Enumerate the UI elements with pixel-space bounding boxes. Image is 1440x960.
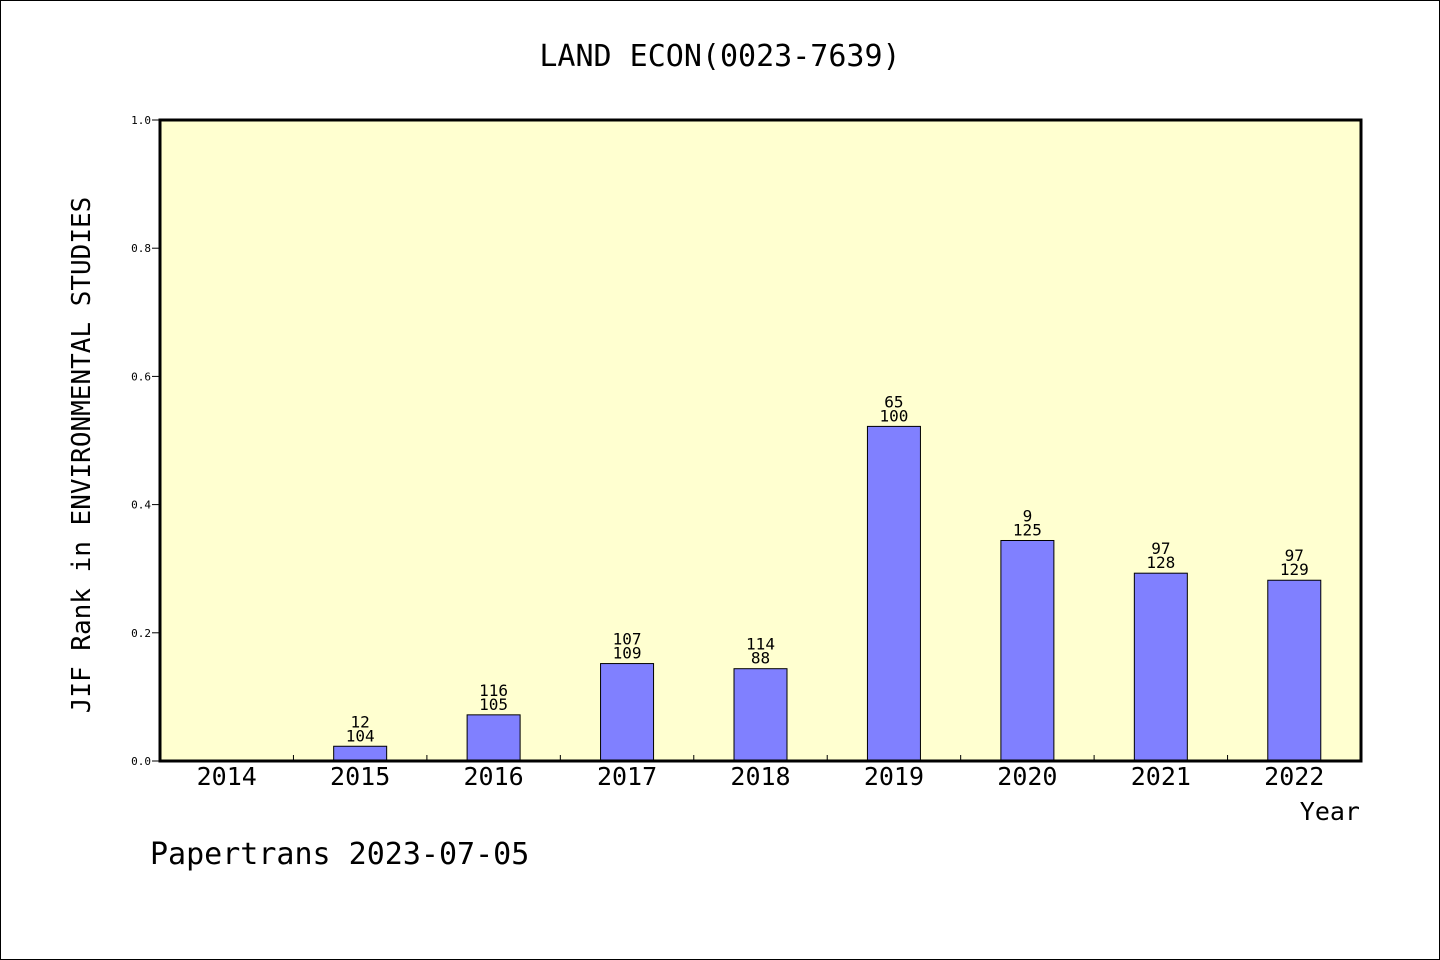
plot-border xyxy=(158,118,1363,763)
x-tick-label-2017: 2017 xyxy=(597,762,657,791)
bar-rank-label-2015: 12 xyxy=(351,712,370,731)
x-tick-label-2018: 2018 xyxy=(730,762,790,791)
bar-2017 xyxy=(600,663,655,762)
bar-rank-label-2021: 97 xyxy=(1151,539,1170,558)
y-tick-label: 0.8 xyxy=(131,242,151,255)
bar-total-label-2022: 129 xyxy=(1280,560,1309,579)
y-tick-label: 0.4 xyxy=(131,499,151,512)
bar-total-label-2020: 125 xyxy=(1013,520,1042,539)
x-tick-label-2015: 2015 xyxy=(330,762,390,791)
bar-rank-label-2020: 9 xyxy=(1023,506,1033,525)
bar-total-label-2016: 105 xyxy=(479,695,508,714)
bar-2021 xyxy=(1133,572,1188,762)
y-tick-label: 0.2 xyxy=(131,627,151,640)
bar-total-label-2017: 109 xyxy=(613,644,642,663)
bar-2016 xyxy=(466,714,521,762)
bar-2022 xyxy=(1267,579,1322,762)
x-tick-label-2020: 2020 xyxy=(997,762,1057,791)
bar-rank-label-2017: 107 xyxy=(613,630,642,649)
bar-2019 xyxy=(866,425,921,762)
chart-title: LAND ECON(0023-7639) xyxy=(539,39,900,74)
x-tick-label-2019: 2019 xyxy=(864,762,924,791)
bar-2020 xyxy=(1000,539,1055,762)
y-axis-label: JIF Rank in ENVIRONMENTAL STUDIES xyxy=(67,197,97,714)
bar-total-label-2019: 100 xyxy=(879,406,908,425)
y-tick-label: 0.6 xyxy=(131,370,151,383)
y-tick-label: 0.0 xyxy=(131,755,151,768)
bar-rank-label-2019: 65 xyxy=(884,392,903,411)
bar-total-label-2018: 88 xyxy=(751,649,770,668)
bar-2015 xyxy=(333,745,388,762)
bar-total-label-2021: 128 xyxy=(1146,553,1175,572)
x-tick-label-2022: 2022 xyxy=(1264,762,1324,791)
bar-rank-label-2022: 97 xyxy=(1285,546,1304,565)
x-tick-label-2016: 2016 xyxy=(464,762,524,791)
bar-rank-label-2016: 116 xyxy=(479,681,508,700)
bar-2018 xyxy=(733,668,788,762)
footer-source: Papertrans 2023-07-05 xyxy=(150,837,529,872)
bar-total-label-2015: 104 xyxy=(346,726,375,745)
y-tick-label: 1.0 xyxy=(131,114,151,127)
x-tick-label-2014: 2014 xyxy=(197,762,257,791)
x-tick-label-2021: 2021 xyxy=(1131,762,1191,791)
bar-rank-label-2018: 114 xyxy=(746,635,775,654)
x-axis-label: Year xyxy=(1300,797,1360,826)
